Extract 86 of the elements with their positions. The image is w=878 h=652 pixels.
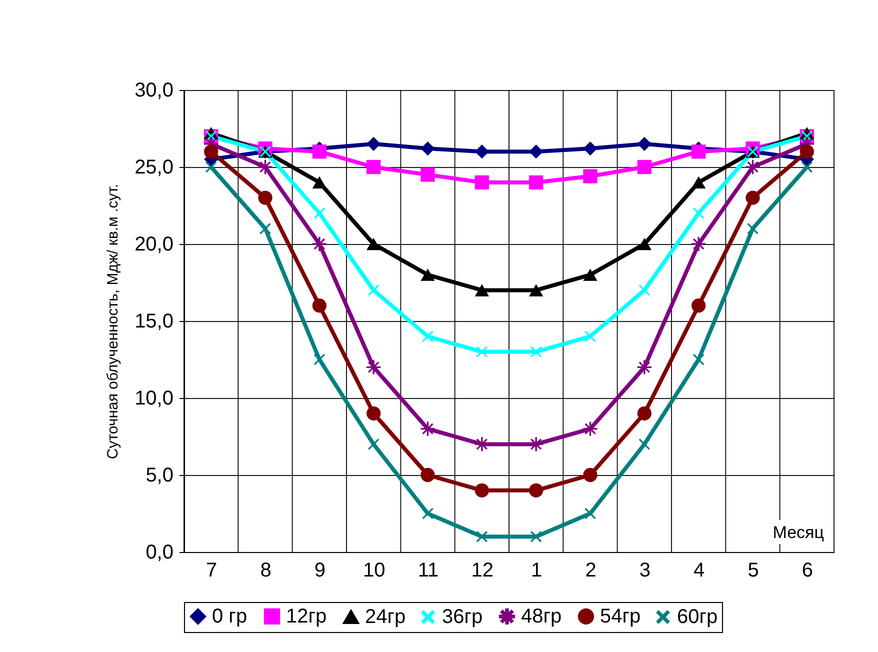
x-tick-label: 6 bbox=[802, 560, 813, 582]
point bbox=[474, 144, 489, 159]
point bbox=[583, 141, 598, 156]
point bbox=[204, 144, 218, 159]
point bbox=[692, 236, 706, 252]
x-tick-label: 5 bbox=[748, 560, 759, 582]
point bbox=[746, 190, 760, 205]
y-tick-label: 20,0 bbox=[134, 234, 174, 256]
point bbox=[692, 208, 704, 219]
point bbox=[474, 284, 489, 296]
point bbox=[530, 346, 542, 358]
point bbox=[529, 175, 544, 190]
x-tick-label: 4 bbox=[694, 560, 705, 582]
x-tick-label: 3 bbox=[639, 560, 650, 582]
point bbox=[314, 208, 326, 219]
annotation: Месяц bbox=[772, 523, 824, 542]
point bbox=[529, 144, 544, 159]
point bbox=[420, 468, 435, 482]
y-tick-label: 0,0 bbox=[146, 542, 174, 564]
legend-label: 12гр bbox=[286, 605, 327, 628]
point bbox=[312, 298, 326, 313]
x-tick-label: 12 bbox=[471, 560, 494, 582]
point bbox=[801, 161, 813, 173]
point bbox=[366, 136, 381, 151]
y-tick-label: 30,0 bbox=[134, 80, 174, 102]
point bbox=[583, 268, 598, 281]
point bbox=[258, 190, 272, 205]
point bbox=[530, 531, 542, 542]
legend-label: 48гр bbox=[521, 605, 562, 628]
point bbox=[312, 144, 326, 159]
point bbox=[637, 406, 652, 420]
point bbox=[638, 438, 650, 450]
legend-label: 54гр bbox=[600, 605, 641, 628]
point bbox=[312, 236, 326, 252]
point bbox=[368, 284, 380, 296]
y-tick-label: 5,0 bbox=[146, 464, 174, 486]
y-axis-title: Суточная облученность, Мдж/ кв.м .сут. bbox=[104, 184, 122, 460]
point bbox=[314, 354, 326, 366]
point bbox=[529, 483, 544, 498]
point bbox=[692, 354, 704, 366]
point bbox=[637, 360, 652, 374]
point bbox=[747, 223, 758, 234]
x-tick-label: 9 bbox=[314, 560, 326, 582]
x-tick-label: 1 bbox=[531, 560, 542, 582]
point bbox=[800, 144, 814, 159]
point bbox=[420, 268, 435, 281]
point bbox=[692, 144, 706, 159]
point bbox=[312, 176, 326, 189]
legend-label: 24гр bbox=[365, 606, 406, 628]
point bbox=[637, 238, 652, 250]
legend-label: 36гр bbox=[442, 606, 483, 628]
point bbox=[529, 437, 544, 452]
x-tick-label: 11 bbox=[418, 560, 439, 582]
y-tick-label: 25,0 bbox=[134, 156, 174, 178]
x-tick-label: 7 bbox=[206, 560, 218, 582]
point bbox=[422, 330, 434, 342]
point bbox=[529, 284, 544, 296]
point bbox=[420, 168, 435, 182]
y-tick-label: 15,0 bbox=[134, 310, 174, 332]
point bbox=[420, 141, 435, 156]
legend-label: 0 гр bbox=[212, 605, 248, 628]
point bbox=[637, 136, 652, 151]
point bbox=[205, 161, 217, 173]
point bbox=[692, 298, 706, 313]
point bbox=[366, 360, 381, 374]
point bbox=[583, 169, 598, 184]
point bbox=[366, 406, 381, 420]
point bbox=[474, 437, 489, 452]
point bbox=[637, 160, 652, 174]
point bbox=[476, 346, 488, 358]
point bbox=[476, 531, 488, 542]
x-tick-label: 10 bbox=[362, 560, 386, 582]
legend-label: 60гр bbox=[677, 606, 718, 628]
point bbox=[260, 223, 271, 234]
point bbox=[474, 175, 489, 190]
x-tick-label: 8 bbox=[260, 560, 272, 582]
point bbox=[638, 284, 650, 296]
x-tick-label: 2 bbox=[585, 560, 596, 582]
y-tick-label: 10,0 bbox=[134, 388, 174, 410]
point bbox=[584, 330, 596, 342]
point bbox=[366, 238, 381, 250]
point bbox=[368, 438, 380, 450]
point bbox=[692, 176, 706, 189]
point bbox=[583, 468, 598, 482]
point bbox=[366, 160, 381, 174]
point bbox=[474, 483, 489, 498]
